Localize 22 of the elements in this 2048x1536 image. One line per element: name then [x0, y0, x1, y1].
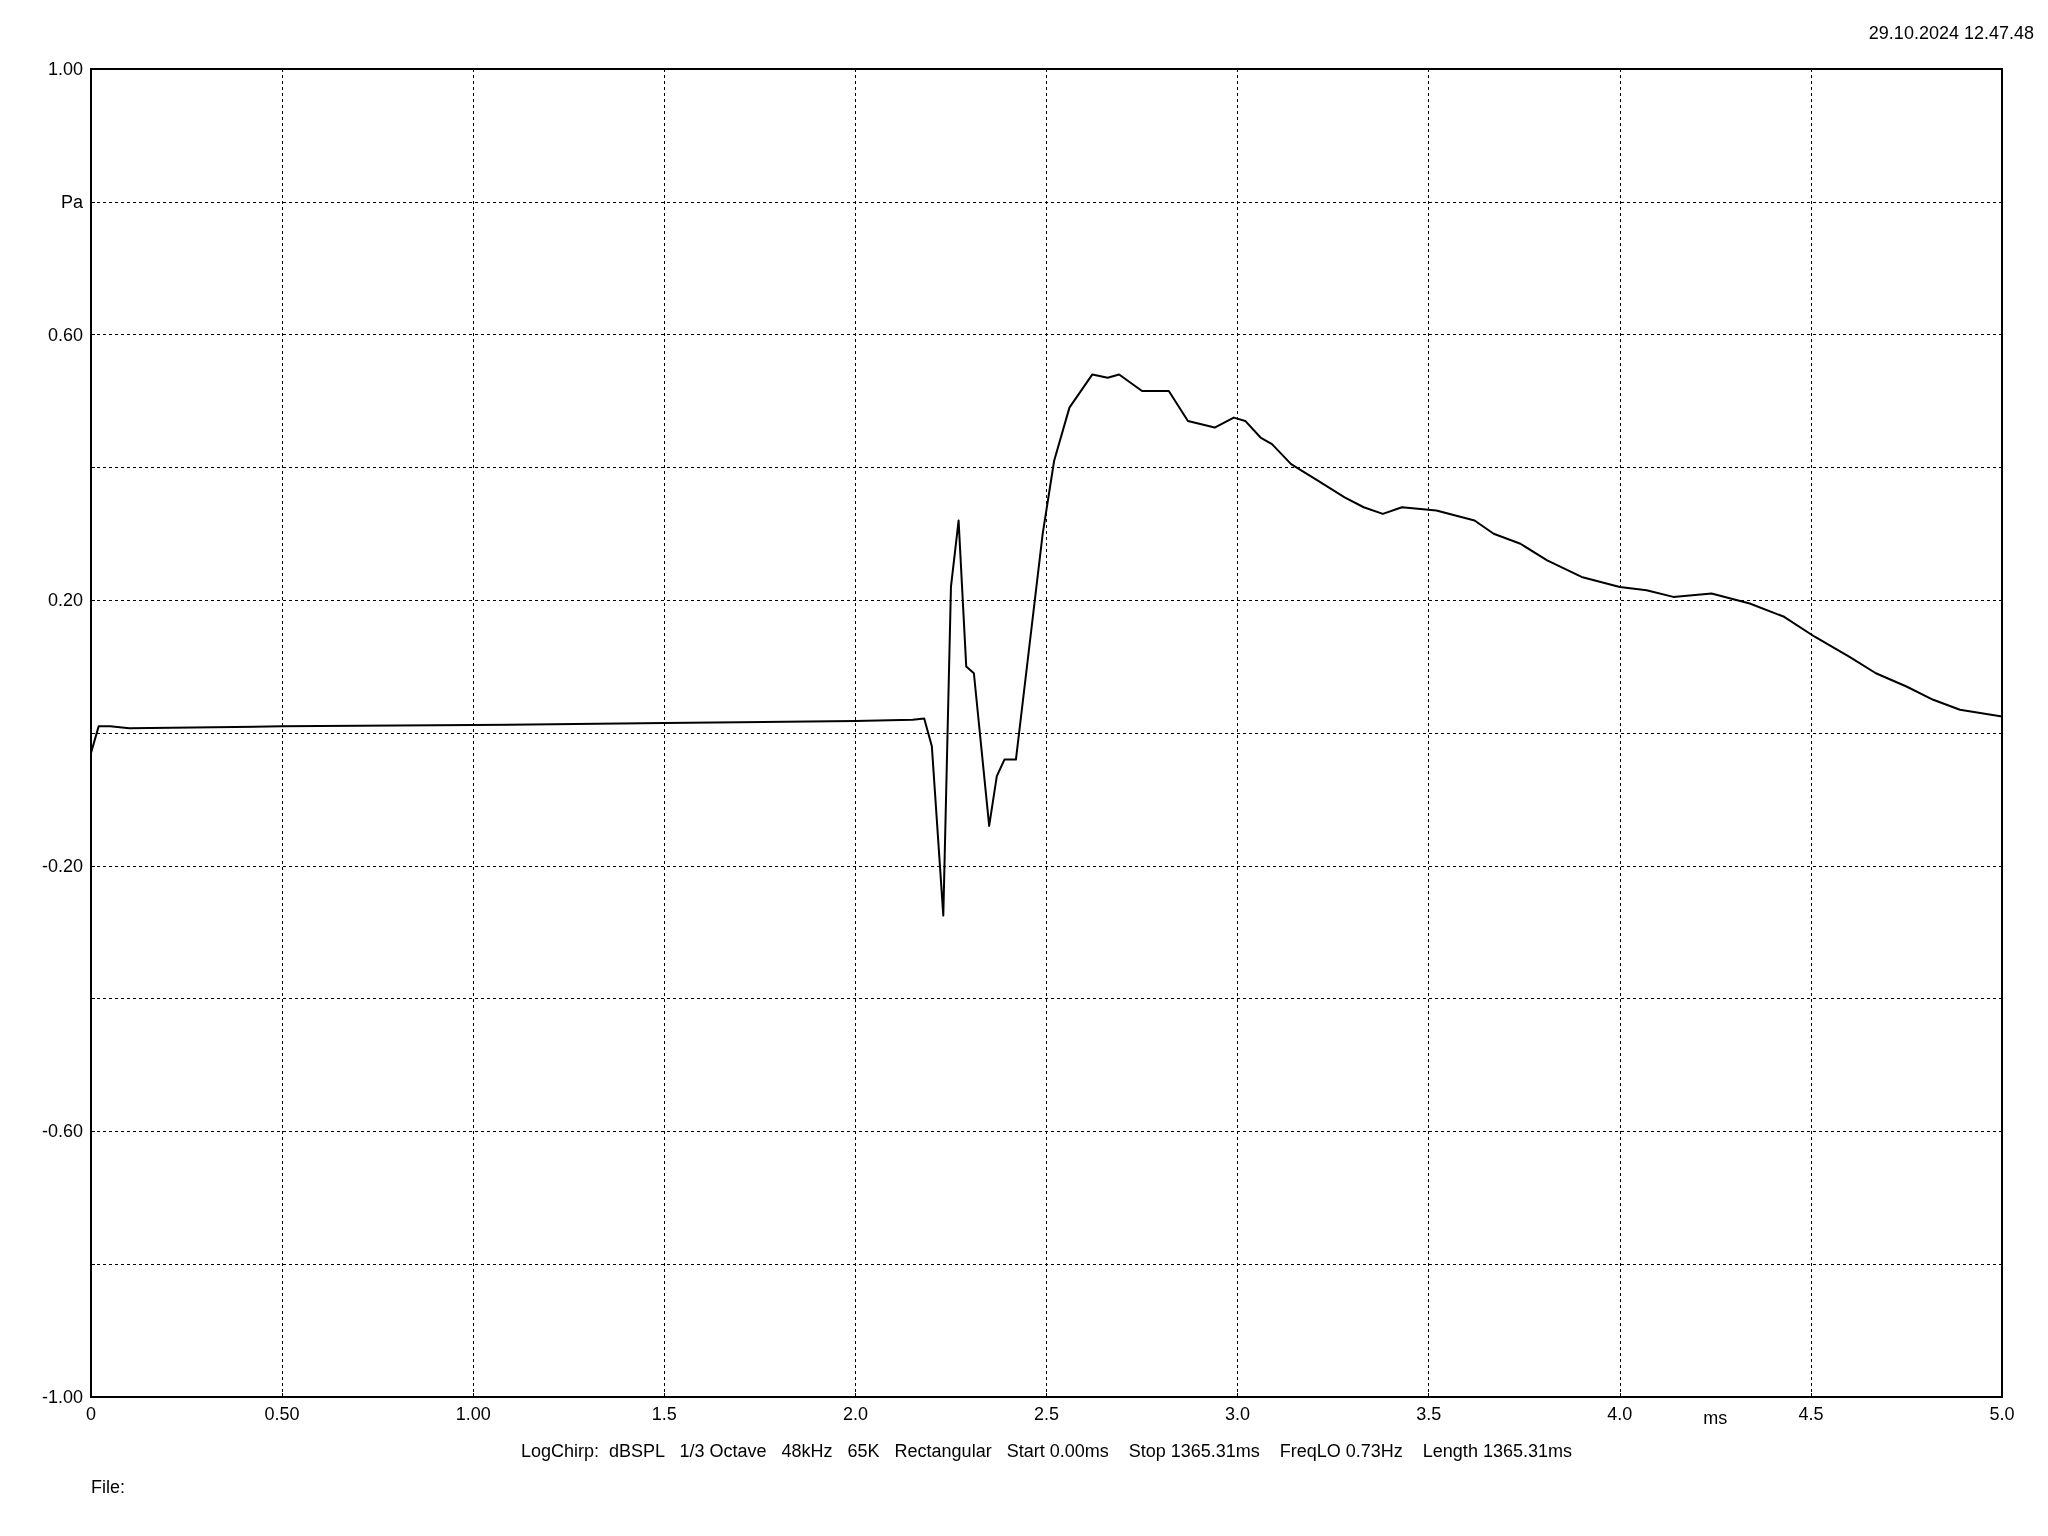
x-tick-label: 3.5	[1416, 1404, 1442, 1424]
x-tick-label: 5.0	[1989, 1404, 2015, 1424]
text: 29.10.2024 12.47.48	[1868, 23, 2034, 43]
x-tick-label: 2.0	[842, 1404, 868, 1424]
y-tick-label: 1.00	[47, 59, 83, 79]
x-axis-title: ms	[1703, 1408, 1728, 1428]
x-tick-label: 3.0	[1225, 1404, 1251, 1424]
y-axis-title: Pa	[60, 191, 84, 212]
x-tick-label: 0	[85, 1404, 97, 1424]
y-tick-label: 0.20	[47, 590, 83, 611]
y-tick-label: 0.60	[47, 324, 83, 345]
x-tick-label: 1.00	[455, 1404, 491, 1424]
x-tick-label: 4.0	[1607, 1404, 1633, 1424]
y-tick-label: -0.20	[41, 855, 83, 876]
y-tick-label: -1.00	[41, 1387, 83, 1407]
text: LogChirp: dBSPL 1/3 Octave 48kHz 65K Rectangular Start 0.00ms Stop 1365.31ms FreqLO 0.73Hz Length 1365.31ms	[521, 1441, 1572, 1461]
text: File:	[91, 1477, 126, 1497]
x-tick-label: 0.50	[264, 1404, 300, 1424]
x-tick-label: 1.5	[651, 1404, 677, 1424]
x-tick-label: 2.5	[1033, 1404, 1060, 1424]
x-tick-label: 4.5	[1798, 1404, 1824, 1424]
y-tick-label: -0.60	[41, 1121, 83, 1142]
